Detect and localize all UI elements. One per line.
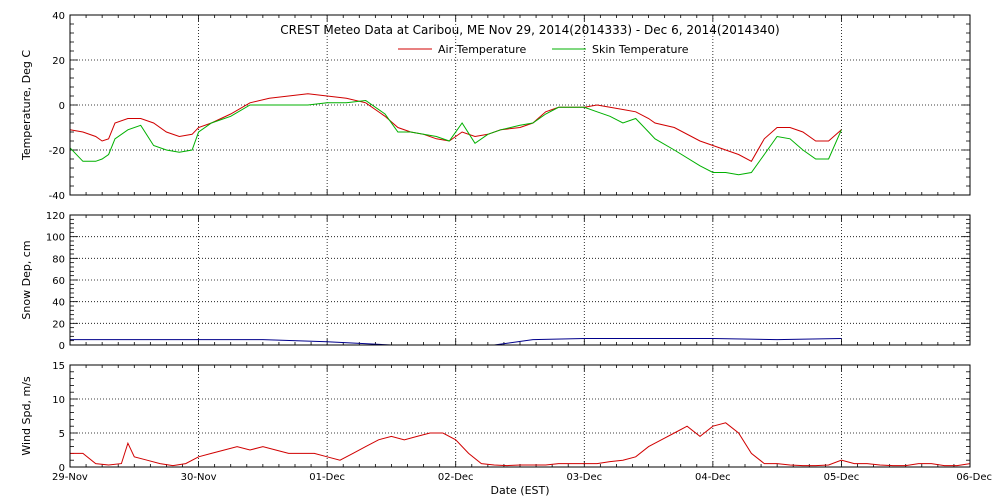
ytick-label-temperature-1: -20 bbox=[49, 146, 65, 157]
xtick-label-5: 04-Dec bbox=[695, 472, 731, 483]
xtick-label-4: 03-Dec bbox=[566, 472, 602, 483]
y-axis-title-wind: Wind Spd, m/s bbox=[20, 376, 33, 456]
plot-frame-snow bbox=[69, 214, 971, 346]
ytick-label-snow-1: 20 bbox=[52, 319, 65, 330]
series-line-temperature-1 bbox=[69, 99, 842, 176]
temperature-legend: Air Temperature Skin Temperature bbox=[398, 43, 689, 56]
ytick-label-wind-3: 15 bbox=[52, 361, 65, 372]
legend-skin-temperature-label: Skin Temperature bbox=[592, 43, 689, 56]
ytick-label-temperature-2: 0 bbox=[59, 101, 65, 112]
series-line-temperature-0 bbox=[69, 93, 842, 162]
series-line-wind-0 bbox=[70, 422, 971, 467]
plot-frame-wind bbox=[69, 364, 971, 468]
xtick-label-2: 01-Dec bbox=[309, 472, 345, 483]
panel-snow: 0 20 40 60 80 100 120 Snow Dep, cm bbox=[20, 211, 971, 352]
ytick-label-snow-4: 80 bbox=[52, 254, 65, 265]
y-axis-title-snow: Snow Dep, cm bbox=[20, 240, 33, 319]
chart-title: CREST Meteo Data at Caribou, ME Nov 29, … bbox=[280, 23, 779, 37]
ytick-label-wind-0: 0 bbox=[59, 463, 65, 474]
x-axis-title: Date (EST) bbox=[490, 484, 549, 497]
xtick-label-6: 05-Dec bbox=[824, 472, 860, 483]
panel-wind: 0 5 10 15 Wind Spd, m/s 29-Nov 30-Nov 01-Dec 02-… bbox=[20, 361, 992, 483]
plot-frame-temperature bbox=[69, 14, 971, 196]
ytick-label-wind-2: 10 bbox=[52, 395, 65, 406]
legend-air-temperature-label: Air Temperature bbox=[438, 43, 527, 56]
ytick-label-snow-2: 40 bbox=[52, 298, 65, 309]
ytick-label-snow-0: 0 bbox=[59, 341, 65, 352]
ytick-label-snow-5: 100 bbox=[46, 233, 65, 244]
ytick-label-temperature-0: -40 bbox=[49, 191, 65, 202]
ytick-label-wind-1: 5 bbox=[59, 429, 65, 440]
panel-temperature: -40 -20 0 20 40 Temperature, Deg C bbox=[20, 11, 971, 202]
xtick-label-1: 30-Nov bbox=[181, 472, 217, 483]
xtick-label-7: 06-Dec bbox=[956, 472, 992, 483]
ytick-label-snow-6: 120 bbox=[46, 211, 65, 222]
xtick-label-0: 29-Nov bbox=[52, 472, 88, 483]
ytick-label-snow-3: 60 bbox=[52, 276, 65, 287]
ytick-label-temperature-4: 40 bbox=[52, 11, 65, 22]
y-axis-title-temperature: Temperature, Deg C bbox=[20, 50, 33, 161]
xtick-label-3: 02-Dec bbox=[438, 472, 474, 483]
ytick-label-temperature-3: 20 bbox=[52, 56, 65, 67]
